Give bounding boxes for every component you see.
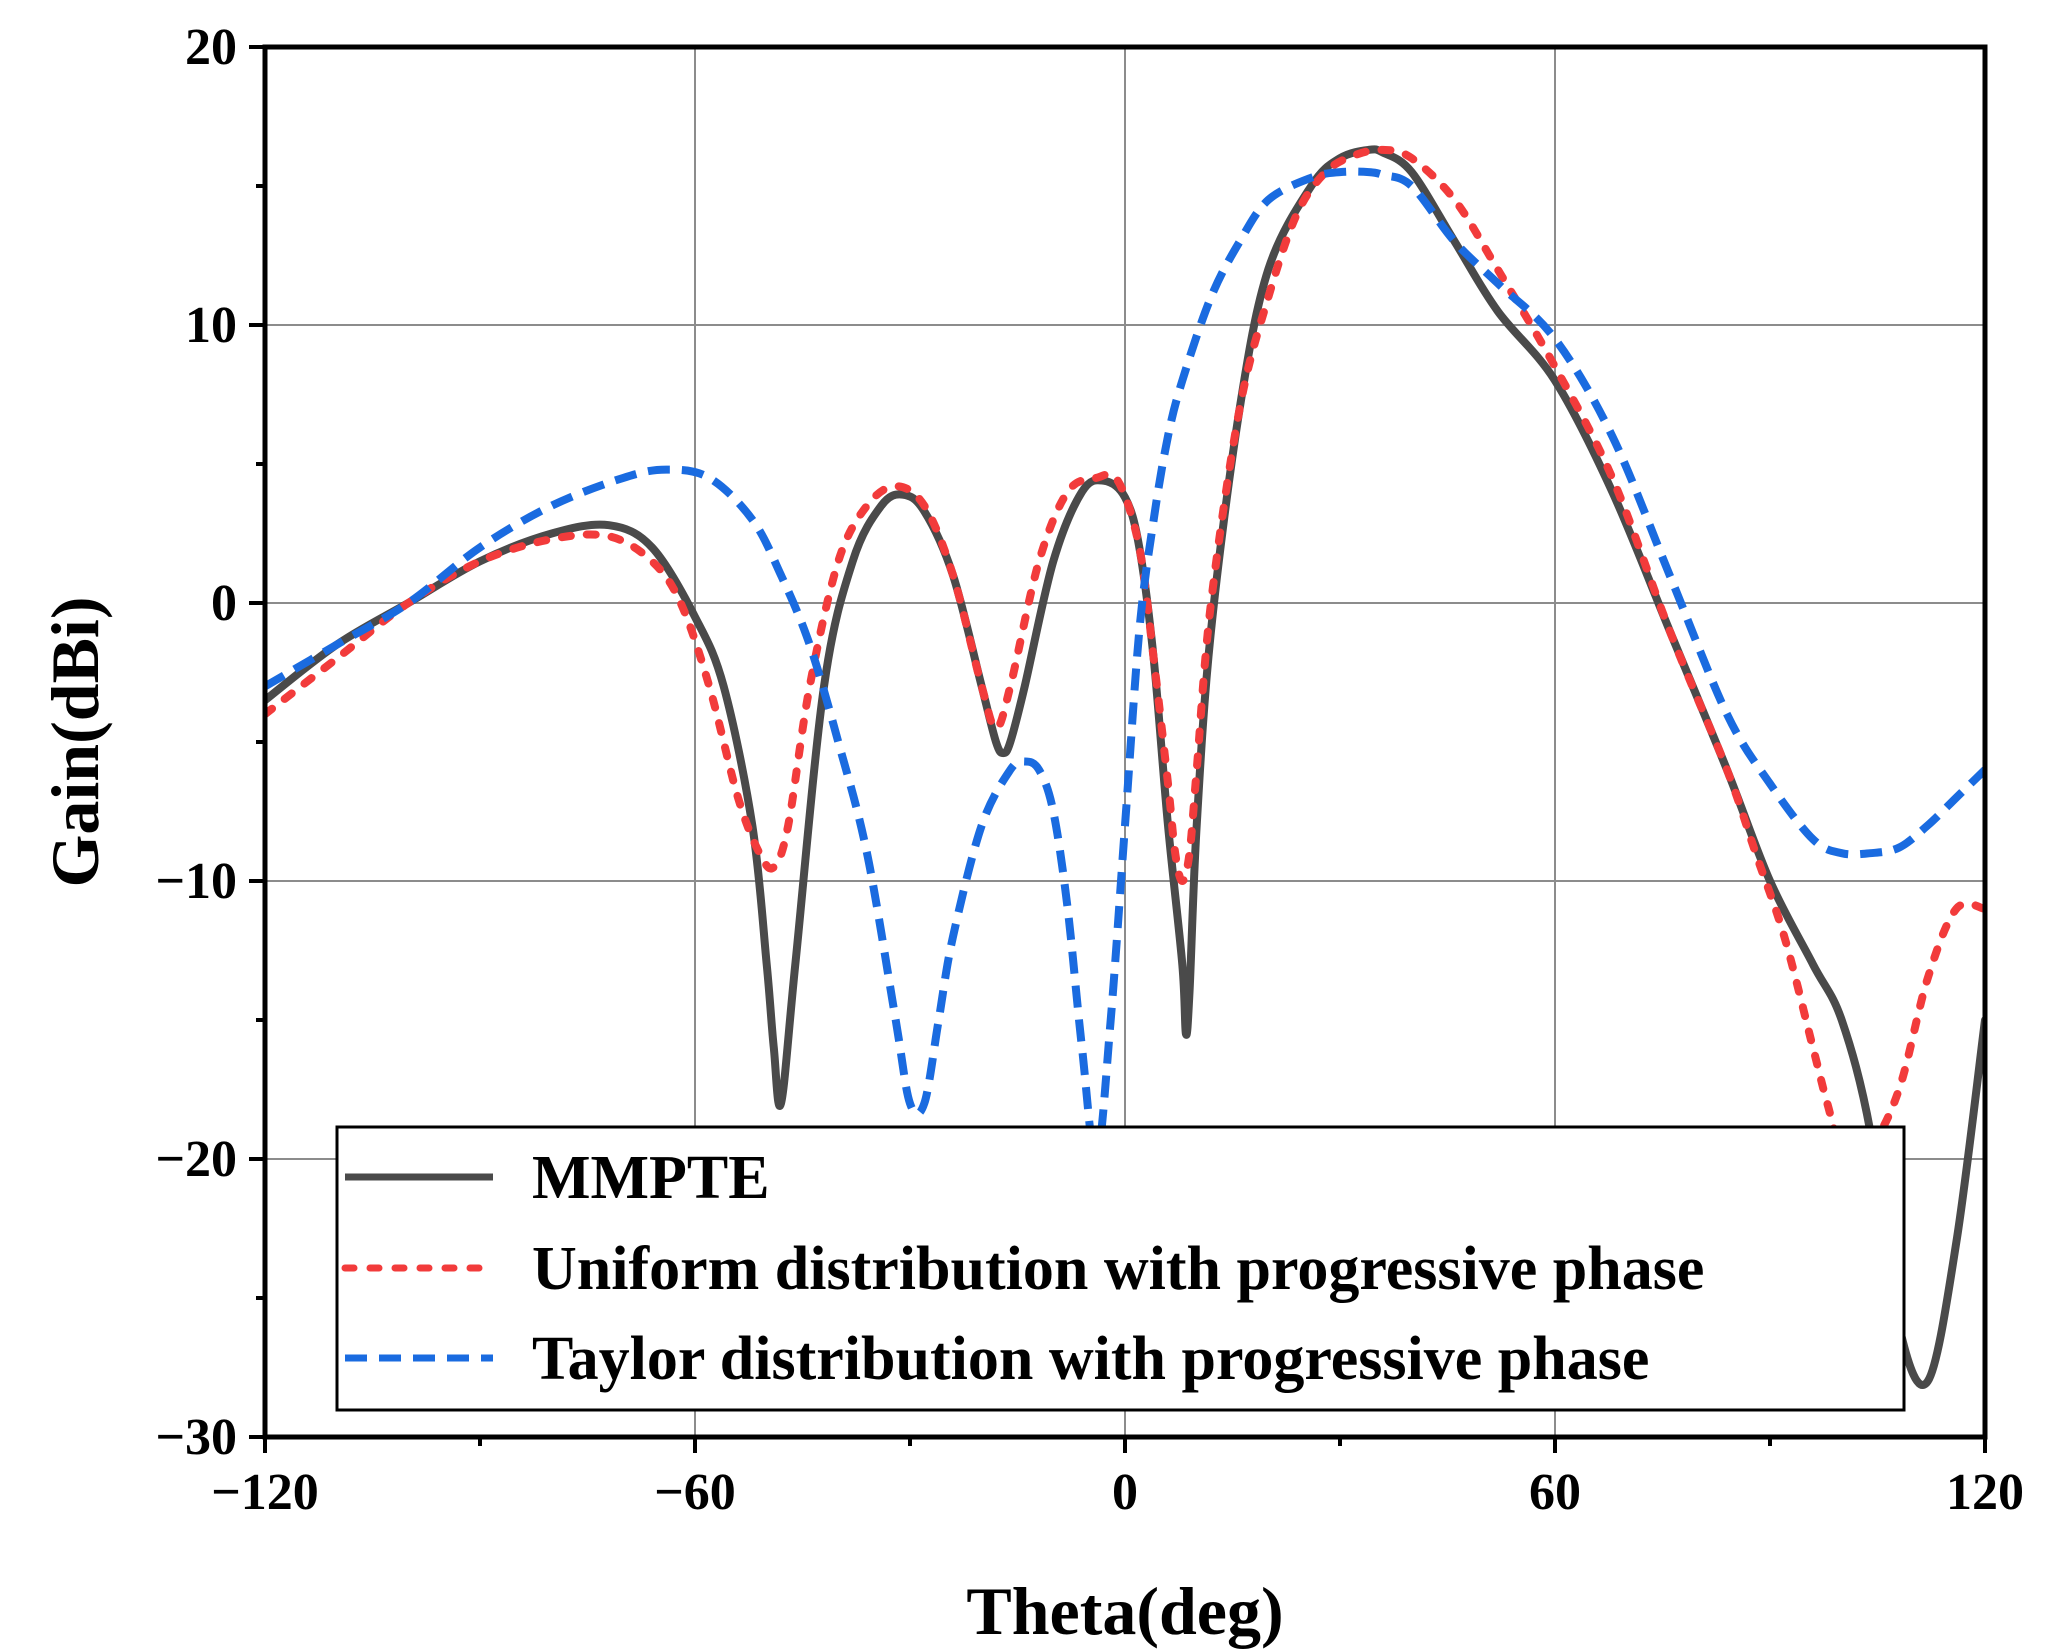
x-tick-label: −60 — [654, 1464, 736, 1521]
x-tick-label: 60 — [1529, 1464, 1581, 1521]
y-tick-label: 10 — [185, 297, 237, 354]
ticks — [249, 45, 1987, 1453]
legend-label-taylor: Taylor distribution with progressive pha… — [532, 1325, 1649, 1393]
series-taylor — [265, 167, 1985, 1164]
y-axis-title: Gain(dBi) — [37, 597, 113, 888]
series-group — [265, 145, 1985, 1389]
x-axis-title: Theta(deg) — [966, 1573, 1283, 1649]
legend-box — [335, 1125, 1906, 1412]
legend-label-uniform: Uniform distribution with progressive ph… — [532, 1235, 1704, 1303]
y-tick-label: 20 — [185, 19, 237, 76]
y-tick-label: −10 — [155, 853, 237, 910]
y-tick-label: 0 — [211, 575, 237, 632]
legend-label-mmpte: MMPTE — [532, 1144, 770, 1212]
legend: MMPTE Uniform distribution with progress… — [335, 1125, 1906, 1412]
series-uniform — [265, 145, 1985, 1156]
x-tick-label: 120 — [1946, 1464, 2024, 1521]
x-tick-label: −120 — [211, 1464, 319, 1521]
y-tick-label: −30 — [155, 1409, 237, 1466]
y-tick-label: −20 — [155, 1131, 237, 1188]
tick-labels: −120 −60 0 60 120 20 10 0 −10 −20 −30 — [155, 19, 2024, 1521]
x-tick-label: 0 — [1112, 1464, 1138, 1521]
